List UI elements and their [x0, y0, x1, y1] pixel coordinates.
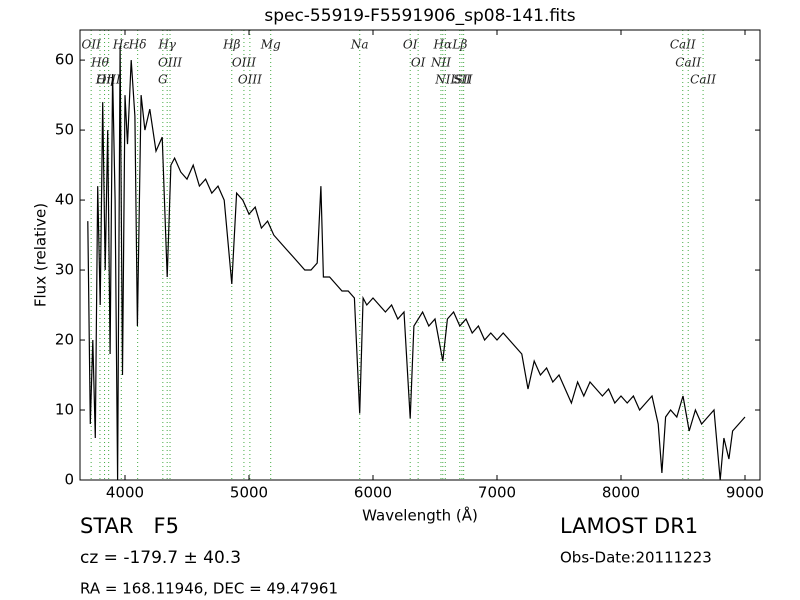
redshift: cz = -179.7 ± 40.3: [80, 548, 241, 568]
spectral-line-label: OI: [411, 56, 426, 70]
y-tick-label: 50: [55, 121, 74, 139]
spectral-line-label: OIII: [232, 56, 256, 70]
spectral-line-label: NII: [434, 73, 455, 87]
spectral-line-label: CaII: [675, 56, 701, 70]
coordinates: RA = 168.11946, DEC = 49.47961: [80, 580, 338, 598]
x-tick-label: 8000: [602, 484, 640, 502]
plot-frame: [79, 29, 761, 481]
spectral-line-label: Hα: [433, 38, 453, 52]
x-tick-label: 5000: [230, 484, 268, 502]
spectral-line-label: Hβ: [222, 38, 240, 52]
spectral-line-label: Hη: [95, 73, 114, 87]
y-tick-label: 60: [55, 51, 74, 69]
y-tick-label: 0: [64, 471, 74, 489]
spectral-line-label: SII: [455, 73, 473, 87]
spectral-line-label: Mg: [260, 38, 281, 52]
y-axis-label: Flux (relative): [32, 203, 50, 307]
spectral-line-label: Lβ: [451, 38, 467, 52]
x-tick-label: 4000: [106, 484, 144, 502]
spectral-line-label: OII: [81, 38, 101, 52]
spectral-line-label: OI: [403, 38, 418, 52]
x-tick-label: 9000: [726, 484, 764, 502]
chart-title: spec-55919-F5591906_sp08-141.fits: [264, 6, 575, 26]
y-tick-label: 20: [55, 331, 74, 349]
spectral-line-label: CaII: [690, 73, 716, 87]
obs-date: Obs-Date:20111223: [560, 549, 712, 567]
spectral-line-label: SII: [453, 73, 471, 87]
x-tick-label: 6000: [354, 484, 392, 502]
spectral-line-label: OIII: [238, 73, 262, 87]
spectral-line-label: Na: [350, 38, 369, 52]
spectral-line-label: Hδ: [128, 38, 147, 52]
object-class: STAR F5: [80, 514, 179, 538]
spectral-line-label: NII: [430, 56, 451, 70]
spectral-line-label: Hθ: [90, 56, 109, 70]
spectral-line-label: G: [158, 73, 168, 87]
y-tick-label: 10: [55, 401, 74, 419]
spectral-line-label: OIII: [97, 73, 121, 87]
y-tick-label: 30: [55, 261, 74, 279]
spectral-line-label: Hγ: [157, 38, 176, 52]
spectral-line-label: CaII: [670, 38, 696, 52]
spectral-line-label: Hε: [112, 38, 130, 52]
x-tick-label: 7000: [478, 484, 516, 502]
spectral-line-label: OIII: [158, 56, 182, 70]
y-tick-label: 40: [55, 191, 74, 209]
flux-line: [87, 46, 746, 480]
survey: LAMOST DR1: [560, 514, 698, 538]
x-axis-label: Wavelength (Å): [362, 506, 478, 525]
